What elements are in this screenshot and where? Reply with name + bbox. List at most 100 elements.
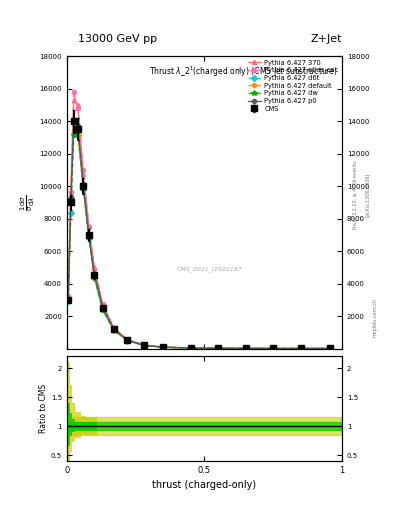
Text: mcplots.cern.ch: mcplots.cern.ch xyxy=(373,298,378,337)
Pythia 6.427 d6t xyxy=(141,343,146,349)
Pythia 6.427 atlas-cac xyxy=(81,167,86,173)
Pythia 6.427 d6t xyxy=(81,185,86,191)
Pythia 6.427 dw xyxy=(66,297,71,304)
Pythia 6.427 p0 xyxy=(271,346,275,352)
Pythia 6.427 d6t xyxy=(216,345,220,351)
Bar xyxy=(67,417,342,435)
Bar xyxy=(86,417,92,435)
Pythia 6.427 p0 xyxy=(298,346,303,352)
Pythia 6.427 dw xyxy=(72,133,76,139)
Pythia 6.427 default xyxy=(141,342,146,348)
Line: Pythia 6.427 default: Pythia 6.427 default xyxy=(66,127,332,351)
Pythia 6.427 default xyxy=(75,132,80,138)
Pythia 6.427 default xyxy=(216,345,220,351)
Pythia 6.427 default xyxy=(161,344,165,350)
Bar xyxy=(75,412,81,438)
Pythia 6.427 default xyxy=(327,346,332,352)
Pythia 6.427 370 xyxy=(92,264,97,270)
Text: 13000 GeV pp: 13000 GeV pp xyxy=(78,33,158,44)
Pythia 6.427 p0 xyxy=(243,345,248,351)
Pythia 6.427 atlas-cac xyxy=(216,345,220,351)
Pythia 6.427 atlas-cac xyxy=(68,189,73,195)
Pythia 6.427 atlas-cac xyxy=(271,346,275,352)
Pythia 6.427 dw xyxy=(68,196,73,202)
Pythia 6.427 p0 xyxy=(216,345,220,351)
Pythia 6.427 dw xyxy=(161,344,165,350)
Text: Rivet 3.1.10, ≥ 400k events: Rivet 3.1.10, ≥ 400k events xyxy=(353,160,358,229)
Pythia 6.427 d6t xyxy=(92,275,97,281)
Pythia 6.427 370 xyxy=(141,342,146,348)
Pythia 6.427 p0 xyxy=(72,117,76,123)
Pythia 6.427 d6t xyxy=(271,346,275,352)
Pythia 6.427 370 xyxy=(66,292,71,298)
Pythia 6.427 d6t xyxy=(125,338,130,344)
Pythia 6.427 dw xyxy=(327,346,332,352)
Pythia 6.427 d6t xyxy=(66,298,71,304)
Pythia 6.427 p0 xyxy=(100,304,105,310)
Pythia 6.427 default xyxy=(72,126,76,133)
Pythia 6.427 370 xyxy=(75,102,80,108)
Pythia 6.427 dw xyxy=(125,337,130,344)
Bar xyxy=(67,362,70,470)
Pythia 6.427 370 xyxy=(125,336,130,343)
Pythia 6.427 370 xyxy=(188,345,193,351)
Bar xyxy=(67,403,70,446)
Pythia 6.427 dw xyxy=(243,345,248,351)
Pythia 6.427 default xyxy=(243,345,248,351)
Pythia 6.427 p0 xyxy=(68,194,73,200)
Line: Pythia 6.427 dw: Pythia 6.427 dw xyxy=(65,125,332,351)
Pythia 6.427 d6t xyxy=(72,131,76,137)
Pythia 6.427 dw xyxy=(141,342,146,348)
Pythia 6.427 370 xyxy=(111,325,116,331)
Pythia 6.427 dw xyxy=(75,125,80,131)
Pythia 6.427 default xyxy=(111,327,116,333)
Pythia 6.427 370 xyxy=(271,346,275,352)
Pythia 6.427 p0 xyxy=(86,233,91,239)
Bar xyxy=(75,422,81,430)
Pythia 6.427 d6t xyxy=(161,344,165,350)
Y-axis label: $\frac{1}{\sigma}\frac{\mathrm{d}\sigma}{\mathrm{d}\lambda}$: $\frac{1}{\sigma}\frac{\mathrm{d}\sigma}… xyxy=(18,194,37,210)
Bar xyxy=(72,403,75,442)
Pythia 6.427 atlas-cac xyxy=(188,345,193,351)
Pythia 6.427 atlas-cac xyxy=(243,345,248,351)
Pythia 6.427 atlas-cac xyxy=(86,224,91,230)
Bar xyxy=(67,422,342,430)
Pythia 6.427 p0 xyxy=(75,123,80,130)
Pythia 6.427 dw xyxy=(86,233,91,240)
Pythia 6.427 dw xyxy=(216,345,220,351)
Line: Pythia 6.427 atlas-cac: Pythia 6.427 atlas-cac xyxy=(66,90,332,351)
Pythia 6.427 d6t xyxy=(100,306,105,312)
Pythia 6.427 default xyxy=(92,274,97,281)
Bar xyxy=(92,422,97,430)
Pythia 6.427 d6t xyxy=(75,132,80,138)
Pythia 6.427 370 xyxy=(100,301,105,307)
Pythia 6.427 p0 xyxy=(161,344,165,350)
X-axis label: thrust (charged-only): thrust (charged-only) xyxy=(152,480,256,490)
Pythia 6.427 p0 xyxy=(327,346,332,352)
Pythia 6.427 dw xyxy=(271,346,275,352)
Pythia 6.427 dw xyxy=(100,307,105,313)
Y-axis label: Ratio to CMS: Ratio to CMS xyxy=(39,384,48,433)
Line: Pythia 6.427 370: Pythia 6.427 370 xyxy=(66,98,332,351)
Pythia 6.427 370 xyxy=(216,345,220,351)
Bar xyxy=(86,422,92,430)
Pythia 6.427 atlas-cac xyxy=(100,301,105,307)
Pythia 6.427 370 xyxy=(327,346,332,352)
Bar xyxy=(72,419,75,432)
Pythia 6.427 d6t xyxy=(68,209,73,216)
Pythia 6.427 p0 xyxy=(188,345,193,351)
Pythia 6.427 default xyxy=(298,346,303,352)
Pythia 6.427 p0 xyxy=(141,342,146,348)
Pythia 6.427 default xyxy=(125,338,130,344)
Pythia 6.427 atlas-cac xyxy=(111,325,116,331)
Pythia 6.427 default xyxy=(66,297,71,303)
Pythia 6.427 p0 xyxy=(111,326,116,332)
Pythia 6.427 dw xyxy=(81,184,86,190)
Pythia 6.427 atlas-cac xyxy=(75,105,80,112)
Pythia 6.427 d6t xyxy=(86,235,91,241)
Bar xyxy=(70,386,72,452)
Legend: Pythia 6.427 370, Pythia 6.427 atlas-cac, Pythia 6.427 d6t, Pythia 6.427 default: Pythia 6.427 370, Pythia 6.427 atlas-cac… xyxy=(246,58,340,113)
Pythia 6.427 atlas-cac xyxy=(141,342,146,348)
Pythia 6.427 370 xyxy=(243,345,248,351)
Pythia 6.427 p0 xyxy=(66,295,71,302)
